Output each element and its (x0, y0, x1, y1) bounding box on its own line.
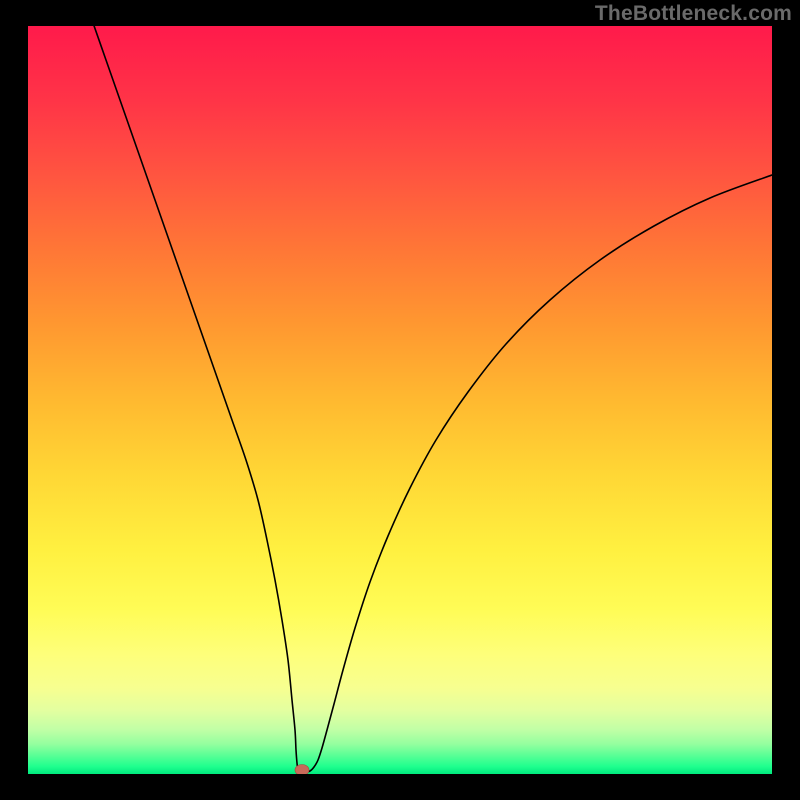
frame-border (0, 774, 800, 800)
bottleneck-chart (0, 0, 800, 800)
frame-border (0, 0, 28, 800)
frame-border (772, 0, 800, 800)
watermark-text: TheBottleneck.com (595, 2, 792, 26)
gradient-background (28, 26, 772, 774)
optimum-marker (295, 765, 309, 776)
